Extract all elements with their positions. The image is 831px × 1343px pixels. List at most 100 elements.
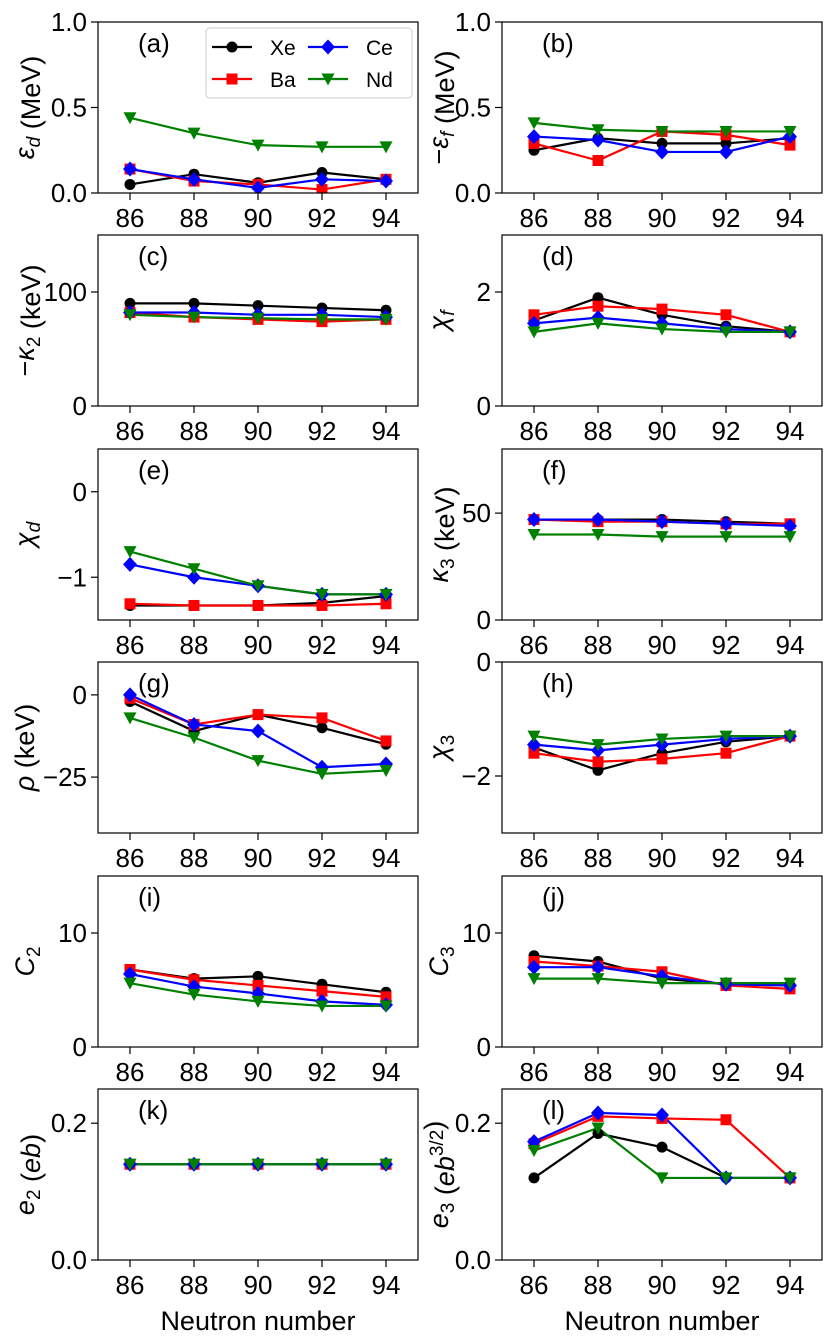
point-Ba bbox=[380, 598, 392, 610]
point-Nd bbox=[655, 733, 669, 746]
point-Ce bbox=[655, 144, 669, 160]
series-line-Nd bbox=[533, 1126, 790, 1180]
x-tick-label: 94 bbox=[372, 630, 401, 660]
x-tick-label: 94 bbox=[372, 416, 401, 446]
y-tick-label: 10 bbox=[462, 918, 491, 948]
x-tick-label: 88 bbox=[584, 630, 613, 660]
point-Nd bbox=[123, 112, 137, 125]
y-tick-label: 0 bbox=[477, 647, 491, 677]
y-tick-label: 1.0 bbox=[51, 7, 87, 37]
panel-e: −1 0 86 88 90 92 94 (e) χd bbox=[10, 448, 419, 660]
y-tick-label: 0 bbox=[477, 605, 491, 635]
point-Nd bbox=[527, 529, 541, 541]
panel-label: (c) bbox=[138, 241, 168, 271]
point-Nd bbox=[783, 125, 797, 138]
point-Ce bbox=[591, 959, 605, 975]
plot-frame bbox=[501, 875, 823, 1048]
x-tick-label: 92 bbox=[712, 1270, 741, 1300]
panel-i: 0 10 86 88 90 92 94 (i) C2 bbox=[10, 875, 419, 1087]
point-Ba bbox=[380, 991, 392, 1003]
panel-label: (k) bbox=[138, 1095, 168, 1125]
legend-label-Ba: Ba bbox=[270, 69, 296, 92]
y-tick-label: 0 bbox=[477, 1032, 491, 1062]
y-tick-label: 0 bbox=[73, 680, 87, 710]
series-line-Xe bbox=[533, 1132, 790, 1180]
y-tick-label: 0.0 bbox=[51, 178, 87, 208]
point-Nd bbox=[527, 730, 541, 743]
y-tick-label: −25 bbox=[43, 762, 87, 792]
point-Nd bbox=[655, 531, 669, 544]
y-axis-label: e3 (eb3/2) bbox=[419, 1121, 460, 1229]
point-Ce bbox=[187, 569, 201, 585]
x-tick-label: 88 bbox=[584, 416, 613, 446]
point-Nd bbox=[187, 732, 201, 745]
point-Ba bbox=[316, 184, 328, 193]
point-Nd bbox=[379, 141, 393, 154]
x-tick-label: 94 bbox=[372, 203, 401, 233]
point-Ba bbox=[528, 309, 540, 321]
y-axis-label: −εf (MeV) bbox=[424, 51, 460, 165]
point-Ce bbox=[123, 161, 137, 177]
point-Nd bbox=[315, 1158, 329, 1171]
x-tick-label: 90 bbox=[648, 1270, 677, 1300]
x-tick-label: 90 bbox=[244, 416, 273, 446]
point-Ba bbox=[720, 309, 732, 321]
x-tick-label: 92 bbox=[712, 416, 741, 446]
x-tick-label: 92 bbox=[712, 630, 741, 660]
legend-marker-Ba bbox=[226, 73, 238, 85]
point-Ba bbox=[720, 747, 732, 759]
x-tick-label: 86 bbox=[520, 1270, 549, 1300]
legend-marker-Nd bbox=[321, 73, 335, 86]
y-axis-label: εd (MeV) bbox=[10, 56, 46, 159]
x-tick-label: 94 bbox=[372, 1270, 401, 1300]
y-axis-label: χf bbox=[424, 309, 459, 333]
point-Nd bbox=[655, 977, 669, 990]
panel-label: (h) bbox=[542, 668, 574, 698]
point-Ce bbox=[123, 687, 137, 703]
y-tick-label: 50 bbox=[462, 498, 491, 528]
panel-label: (b) bbox=[542, 28, 574, 58]
data-area bbox=[527, 117, 797, 167]
point-Nd bbox=[719, 730, 733, 743]
point-Ba bbox=[656, 303, 668, 315]
plot-frame bbox=[501, 1088, 823, 1261]
point-Nd bbox=[783, 977, 797, 990]
point-Ce bbox=[655, 514, 669, 530]
point-Ce bbox=[527, 512, 541, 528]
point-Ba bbox=[528, 747, 540, 759]
x-tick-label: 86 bbox=[520, 1057, 549, 1087]
point-Xe bbox=[124, 178, 136, 190]
point-Ba bbox=[316, 712, 328, 724]
point-Nd bbox=[379, 1158, 393, 1171]
x-tick-label: 90 bbox=[244, 203, 273, 233]
point-Ba bbox=[784, 139, 796, 151]
point-Nd bbox=[783, 326, 797, 339]
y-tick-label: 0 bbox=[477, 391, 491, 421]
x-tick-label: 90 bbox=[648, 203, 677, 233]
point-Nd bbox=[591, 739, 605, 752]
point-Nd bbox=[783, 730, 797, 743]
point-Nd bbox=[123, 1158, 137, 1171]
point-Ce bbox=[591, 1105, 605, 1121]
point-Nd bbox=[655, 323, 669, 336]
point-Nd bbox=[655, 125, 669, 138]
point-Nd bbox=[187, 989, 201, 1002]
x-tick-label: 94 bbox=[776, 416, 805, 446]
x-tick-label: 94 bbox=[776, 1270, 805, 1300]
panel-a: 0.0 0.5 1.0 86 88 90 92 94 (a) εd (MeV) Xe Ba Ce Nd bbox=[10, 7, 419, 233]
point-Ce bbox=[783, 518, 797, 534]
point-Nd bbox=[591, 973, 605, 986]
legend-marker-Ce bbox=[321, 39, 335, 55]
data-area bbox=[123, 687, 393, 781]
x-tick-label: 90 bbox=[648, 843, 677, 873]
point-Nd bbox=[527, 117, 541, 130]
point-Ba bbox=[380, 735, 392, 747]
point-Nd bbox=[719, 531, 733, 544]
plot-frame bbox=[97, 21, 419, 194]
y-axis-label: C3 bbox=[424, 946, 459, 976]
panel-label: (i) bbox=[138, 882, 161, 912]
x-tick-label: 94 bbox=[776, 1057, 805, 1087]
point-Xe bbox=[252, 970, 264, 982]
y-tick-label: 100 bbox=[44, 277, 87, 307]
x-axis-label: Neutron number bbox=[564, 1306, 759, 1336]
